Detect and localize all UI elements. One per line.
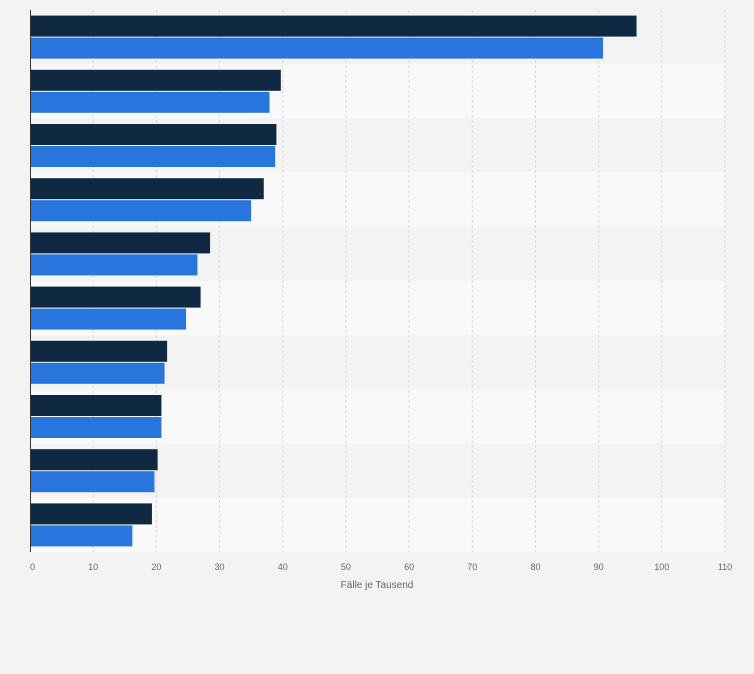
x-tick-label: 40 [278,562,288,572]
x-tick-label: 10 [88,562,98,572]
x-tick-label: 80 [530,562,540,572]
x-tick-label: 70 [467,562,477,572]
x-tick-label: 20 [151,562,161,572]
bars [30,15,637,547]
bar-series1 [30,69,281,91]
bar-series1 [30,15,637,37]
bar-series1 [30,449,158,471]
bar-series1 [30,178,264,200]
bar-series1 [30,395,162,416]
bar-series2 [30,200,252,222]
x-tick-labels: 0 10 20 30 40 50 60 70 80 90 100 110 [30,562,732,572]
bar-series2 [30,525,133,547]
bar-series2 [30,471,155,493]
bar-series1 [30,286,201,308]
bar-series2 [30,417,162,438]
x-tick-label: 50 [341,562,351,572]
x-tick-label: 0 [30,562,35,572]
bar-series1 [30,340,168,362]
bar-series1 [30,503,152,525]
bar-series1 [30,124,277,145]
x-tick-label: 60 [404,562,414,572]
bar-series1 [30,232,211,254]
x-axis-title: Fälle je Tausend [341,580,414,591]
bar-series2 [30,37,604,59]
bar-series2 [30,254,198,276]
x-tick-label: 90 [594,562,604,572]
x-tick-label: 100 [654,562,669,572]
bar-series2 [30,146,276,167]
x-tick-label: 110 [718,562,732,572]
bar-series2 [30,91,270,113]
row-bands [30,10,725,552]
bar-series2 [30,308,187,330]
x-tick-label: 30 [215,562,225,572]
bar-series2 [30,362,165,384]
